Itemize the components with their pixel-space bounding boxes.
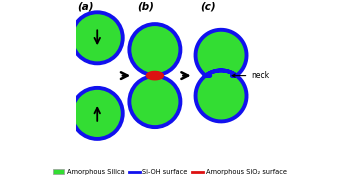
Text: neck: neck [232, 71, 269, 80]
Circle shape [72, 12, 123, 63]
Text: (b): (b) [137, 2, 154, 12]
Legend: Amorphous Silica, Si-OH surface, Amorphous SiO₂ surface: Amorphous Silica, Si-OH surface, Amorpho… [53, 169, 287, 175]
Polygon shape [147, 71, 164, 80]
Text: (a): (a) [78, 2, 94, 12]
Circle shape [129, 24, 181, 75]
Circle shape [129, 76, 181, 127]
Circle shape [195, 30, 246, 81]
Circle shape [72, 88, 123, 139]
Circle shape [195, 70, 246, 121]
Text: (c): (c) [200, 2, 216, 12]
Polygon shape [195, 30, 246, 121]
